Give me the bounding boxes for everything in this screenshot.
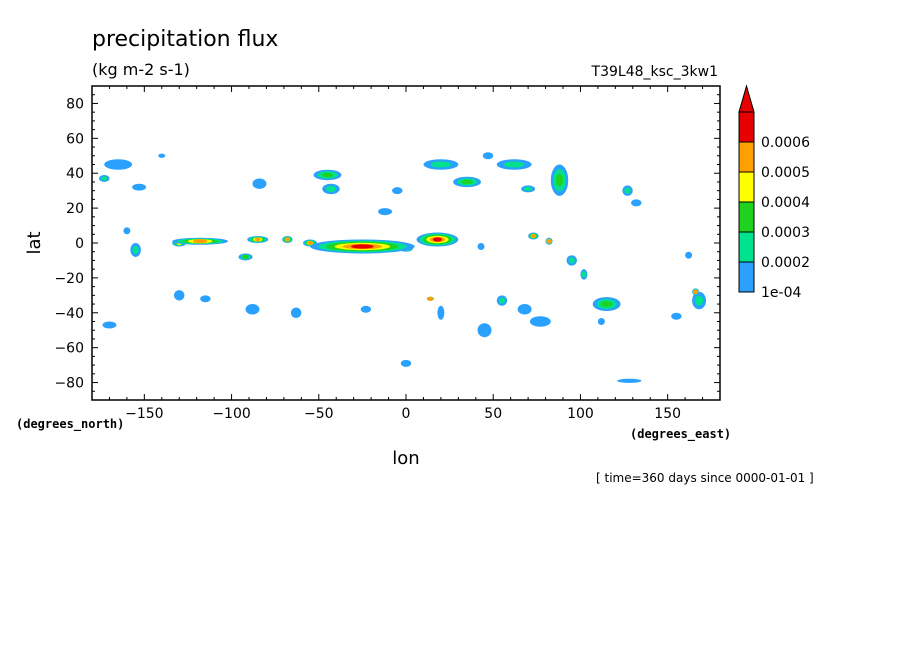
- precip-contour-level-5: [192, 239, 208, 244]
- precip-contour-level-1: [158, 153, 166, 158]
- model-label: T39L48_ksc_3kw1: [591, 64, 718, 80]
- x-tick-label: 0: [402, 406, 411, 422]
- precip-contour-level-3: [321, 172, 334, 178]
- precip-contour-level-1: [360, 305, 372, 313]
- precip-contour-level-1: [200, 295, 211, 303]
- precip-contour-level-2: [624, 187, 631, 194]
- colorbar-label: 0.0006: [761, 135, 810, 151]
- precip-contour-level-5: [546, 239, 552, 244]
- colorbar-swatch: [738, 261, 755, 293]
- precip-contour-level-2: [524, 186, 533, 192]
- precip-contour-level-1: [104, 159, 133, 170]
- chart-subtitle: (kg m-2 s-1): [92, 60, 190, 79]
- x-axis: −150 −100 −50 0 50 100 150: [108, 86, 704, 422]
- precip-contour-level-3: [242, 254, 249, 260]
- precip-contour-level-5: [307, 240, 313, 246]
- precip-contour-level-1: [290, 307, 302, 319]
- x-tick-label: 150: [654, 406, 681, 422]
- precip-contour-level-5: [284, 237, 290, 242]
- precip-contour-level-2: [101, 176, 108, 181]
- colorbar-over-arrow: [738, 84, 755, 113]
- precip-contour-level-1: [173, 290, 185, 301]
- precip-contour-level-1: [400, 359, 412, 367]
- precip-contour-level-1: [482, 152, 494, 160]
- precip-contour-level-1: [529, 316, 551, 327]
- y-axis-label: lat: [24, 231, 45, 254]
- colorbar-label: 0.0004: [761, 195, 810, 211]
- chart-title: precipitation flux: [92, 27, 278, 52]
- precip-contour-level-2: [430, 161, 452, 168]
- y-tick-label: −60: [54, 341, 84, 357]
- x-tick-label: 50: [484, 406, 502, 422]
- precip-contour-level-1: [671, 312, 682, 320]
- time-label: [ time=360 days since 0000-01-01 ]: [596, 471, 814, 485]
- precip-contour-level-2: [325, 185, 337, 192]
- colorbar-swatch: [738, 111, 755, 143]
- precip-contour-level-3: [600, 301, 613, 307]
- precip-contour-level-2: [694, 295, 704, 306]
- x-tick-label: −100: [212, 406, 250, 422]
- precip-contour-level-1: [252, 178, 267, 189]
- precip-contour-level-1: [378, 208, 393, 216]
- colorbar: 1e-04 0.0002 0.0003 0.0004 0.0005 0.0006: [738, 84, 810, 301]
- y-tick-label: −80: [54, 376, 84, 392]
- x-tick-label: −50: [304, 406, 334, 422]
- x-tick-label: 100: [567, 406, 594, 422]
- colorbar-swatch: [738, 171, 755, 203]
- precip-contour-level-1: [477, 323, 492, 338]
- precip-contour-level-1: [392, 187, 403, 195]
- y-units-label: (degrees_north): [16, 417, 124, 432]
- precipitation-field: [98, 152, 707, 383]
- x-tick-label: −150: [125, 406, 163, 422]
- precip-contour-level-1: [437, 305, 445, 320]
- precip-contour-level-1: [245, 304, 260, 315]
- precip-contour-level-6: [432, 237, 442, 242]
- precip-contour-level-3: [461, 179, 473, 185]
- precip-contour-level-1: [597, 318, 605, 325]
- precip-contour-level-1: [123, 227, 131, 235]
- precip-contour-level-1: [102, 321, 117, 329]
- precip-contour-level-2: [568, 257, 575, 264]
- colorbar-swatch: [738, 231, 755, 263]
- precip-contour-level-2: [581, 271, 587, 278]
- precip-contour-level-5: [427, 296, 434, 301]
- colorbar-label: 0.0005: [761, 165, 810, 181]
- precip-contour-level-6: [350, 244, 374, 249]
- precip-contour-level-2: [503, 161, 525, 168]
- x-units-label: (degrees_east): [630, 427, 731, 442]
- precip-contour-level-1: [132, 183, 147, 191]
- precip-contour-level-5: [692, 289, 699, 294]
- y-tick-label: 80: [66, 96, 84, 112]
- colorbar-label: 0.0003: [761, 225, 810, 241]
- colorbar-swatch: [738, 141, 755, 173]
- precip-contour-level-1: [685, 251, 693, 259]
- y-tick-label: −20: [54, 271, 84, 287]
- precip-contour-level-5: [530, 233, 536, 239]
- y-tick-label: 0: [75, 236, 84, 252]
- y-tick-label: −40: [54, 306, 84, 322]
- precip-contour-level-2: [132, 245, 139, 255]
- y-tick-label: 40: [66, 166, 84, 182]
- precip-contour-level-1: [517, 304, 532, 315]
- colorbar-swatch: [738, 201, 755, 233]
- colorbar-label: 1e-04: [761, 285, 801, 301]
- precip-contour-level-1: [631, 199, 642, 207]
- y-tick-label: 20: [66, 201, 84, 217]
- y-tick-label: 60: [66, 131, 84, 147]
- precip-contour-level-3: [555, 173, 564, 187]
- precip-contour-level-5: [255, 237, 261, 242]
- precip-contour-level-1: [617, 378, 642, 383]
- precip-contour-level-2: [498, 297, 505, 304]
- precip-contour-level-1: [477, 243, 485, 250]
- y-axis: −80 −60 −40 −20 0 20 40 60 80: [54, 94, 720, 392]
- colorbar-label: 0.0002: [761, 255, 810, 271]
- x-axis-label: lon: [392, 448, 419, 469]
